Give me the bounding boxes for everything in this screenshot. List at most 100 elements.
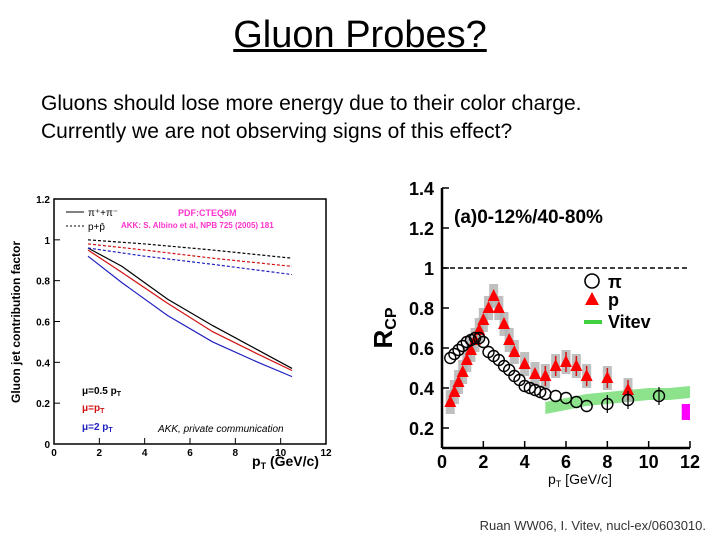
left-x-tick-label: 0 [51,448,57,459]
proton-point [487,289,500,301]
right-y-tick-label: 1.4 [409,179,434,199]
normalization-box [681,404,690,420]
citation: Ruan WW06, I. Vitev, nucl-ex/0603010. [479,518,706,533]
right-x-tick-label: 2 [478,452,488,472]
proton-point [539,369,552,381]
left-y-tick-label: 0.4 [36,358,50,369]
rcp-chart: 0 2 4 6 8 10 12 0.2 0.4 0.6 0.8 1 1.2 1.4 (a)0-12%/40… [370,179,700,489]
proton-point [622,383,634,395]
right-x-tick-label: 10 [639,452,659,472]
left-series-line [87,249,293,372]
left-series-line [87,255,293,378]
left-series-line [87,247,293,276]
right-y-tick-label: 1 [424,259,434,279]
bullet-line-2: Currently we are not observing signs of … [41,120,513,143]
pion-point [652,389,666,403]
akk-reference: AKK: S. Albino et al, NPB 725 (2005) 181 [121,221,274,230]
pion-point [533,385,547,399]
left-x-axis-label: pT (GeV/c) [252,453,319,471]
left-x-tick-label: 10 [275,448,287,459]
proton-point [452,375,465,387]
right-x-tick-label: 6 [561,452,571,472]
legend-proton-text: p [608,290,619,310]
left-y-tick-label: 0.8 [36,277,50,288]
pion-point [570,395,583,409]
gluon-contribution-chart: 0 2 4 6 8 10 12 0 0.2 0.4 0.6 0.8 1 1.2 Gluon jet con… [9,195,332,471]
legend-mu-two: μ=2 pT [82,422,113,434]
proton-point [460,353,473,365]
proton-point [508,345,521,357]
right-x-axis-label: pT [GeV/c] [548,471,612,489]
left-x-tick-label: 4 [142,448,148,459]
right-x-tick-label: 8 [602,452,612,472]
right-x-tick-label: 12 [680,452,700,472]
left-y-tick-label: 0 [44,440,50,451]
pion-point [472,331,486,345]
proton-point [518,357,531,369]
bullet-line-1: Gluons should lose more energy due to th… [41,92,582,115]
left-x-tick-label: 2 [97,448,103,459]
proton-point [492,301,505,313]
left-series-line [87,247,293,369]
proton-point [560,355,572,367]
pion-point [452,343,465,357]
pdf-annotation: PDF:CTEQ6M [178,208,237,218]
left-y-tick-label: 0.6 [36,318,50,329]
legend-vitev-text: Vitev [608,312,651,332]
pion-point [528,383,542,397]
proton-point [498,317,510,329]
right-y-tick-label: 0.8 [409,299,434,319]
proton-point [503,333,516,345]
legend-pion-marker [584,273,600,289]
pion-point [621,393,635,407]
left-y-tick-label: 0.2 [36,399,50,410]
right-chart-title: (a)0-12%/40-80% [454,207,603,228]
pion-point [601,397,614,411]
proton-point [482,301,495,313]
proton-point [580,369,593,381]
proton-point [549,359,562,371]
proton-point [444,395,457,407]
pion-point [559,391,573,405]
legend-proton-label: p+p̄ [88,222,105,233]
legend-proton-marker [585,292,599,305]
left-series-line [87,243,293,267]
left-y-axis-label: Gluon jet contribution factor [9,241,23,403]
left-series-line [87,239,293,259]
proton-point [456,365,469,377]
private-communication-note: AKK, private communication [157,424,284,435]
left-plot-frame [53,198,327,445]
left-x-tick-label: 12 [320,448,332,459]
proton-point [570,359,583,371]
proton-point [601,371,614,383]
legend-pion-label: π⁺+π⁻ [88,208,118,219]
legend-mu-half: μ=0.5 pT [82,386,122,398]
right-y-tick-label: 1.2 [409,219,434,239]
left-y-tick-label: 1.2 [36,195,50,206]
right-y-tick-label: 0.4 [409,379,434,399]
right-y-axis-label: RCP [370,307,400,348]
right-y-tick-label: 0.2 [409,419,434,439]
legend-mu-one: μ=pT [82,403,105,415]
vitev-band [545,386,690,414]
left-y-tick-label: 1 [44,236,50,247]
left-x-tick-label: 8 [233,448,239,459]
pion-point [477,335,490,349]
pion-point [523,381,537,395]
pion-point [456,339,469,353]
right-x-tick-label: 0 [437,452,447,472]
right-y-tick-label: 0.6 [409,339,434,359]
pion-point [580,399,593,413]
proton-point [448,385,461,397]
pion-point [549,389,562,403]
pion-point [444,351,457,365]
pion-point [518,379,531,393]
proton-point [477,313,490,325]
legend-pion-text: π [608,272,622,292]
bullet-list: Gluons should lose more energy due to th… [41,90,581,146]
proton-point [464,343,477,355]
slide-title: Gluon Probes? [233,14,487,56]
pion-point [448,347,461,361]
left-x-tick-label: 6 [187,448,193,459]
proton-point [529,367,541,379]
